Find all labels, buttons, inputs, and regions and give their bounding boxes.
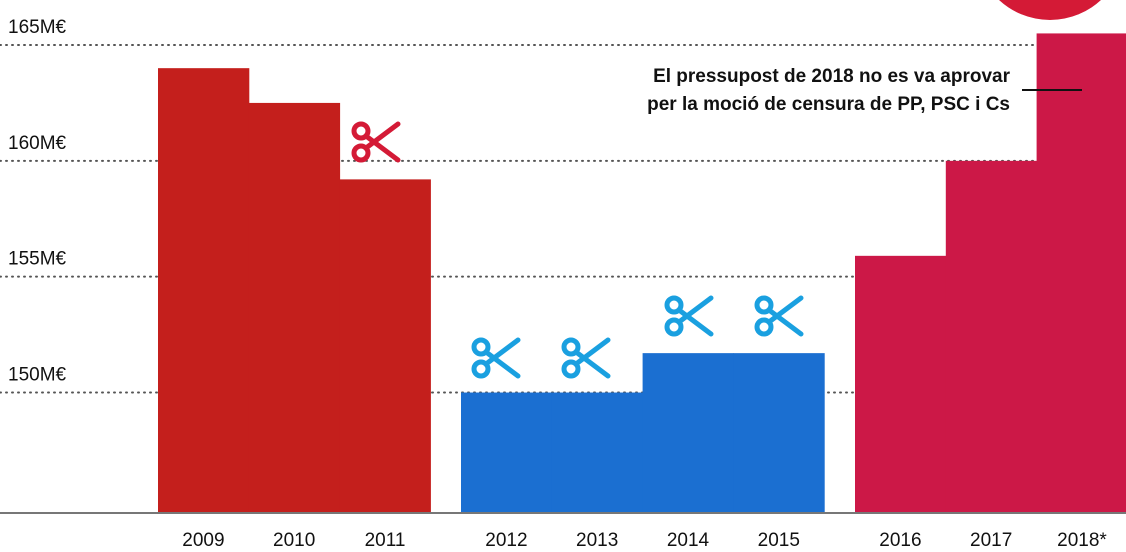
bar [339, 179, 431, 514]
x-tick-label: 2016 [879, 530, 921, 551]
y-tick-label: 155M€ [8, 249, 67, 270]
bar [642, 353, 734, 513]
bar [461, 392, 553, 513]
x-tick-label: 2013 [576, 530, 618, 551]
x-tick-label: 2018* [1057, 530, 1107, 551]
x-tick-label: 2017 [970, 530, 1012, 551]
scissors-icon [667, 298, 711, 334]
bar [945, 160, 1038, 513]
bar [158, 68, 250, 513]
bars [158, 33, 1126, 514]
scissors-icon [564, 340, 608, 376]
decor-circle [999, 0, 1101, 20]
scissors-icon [757, 298, 801, 334]
bar [855, 255, 947, 514]
x-tick-label: 2014 [667, 530, 710, 551]
bar [1036, 33, 1126, 514]
x-tick-label: 2011 [365, 530, 406, 551]
bar [248, 102, 341, 514]
x-tick-label: 2015 [758, 530, 800, 551]
y-tick-label: 150M€ [8, 365, 67, 386]
annotation: per la moció de censura de PP, PSC i Cs [647, 94, 1010, 115]
y-tick-label: 165M€ [8, 17, 67, 38]
scissors-icon [354, 124, 398, 160]
y-tick-label: 160M€ [8, 133, 67, 154]
bar [733, 353, 825, 513]
scissors-icon [474, 340, 518, 376]
x-tick-label: 2009 [182, 530, 224, 551]
annotation: El pressupost de 2018 no es va aprovar [653, 66, 1011, 87]
bar [551, 392, 644, 513]
x-tick-label: 2012 [485, 530, 527, 551]
x-tick-label: 2010 [273, 530, 315, 551]
